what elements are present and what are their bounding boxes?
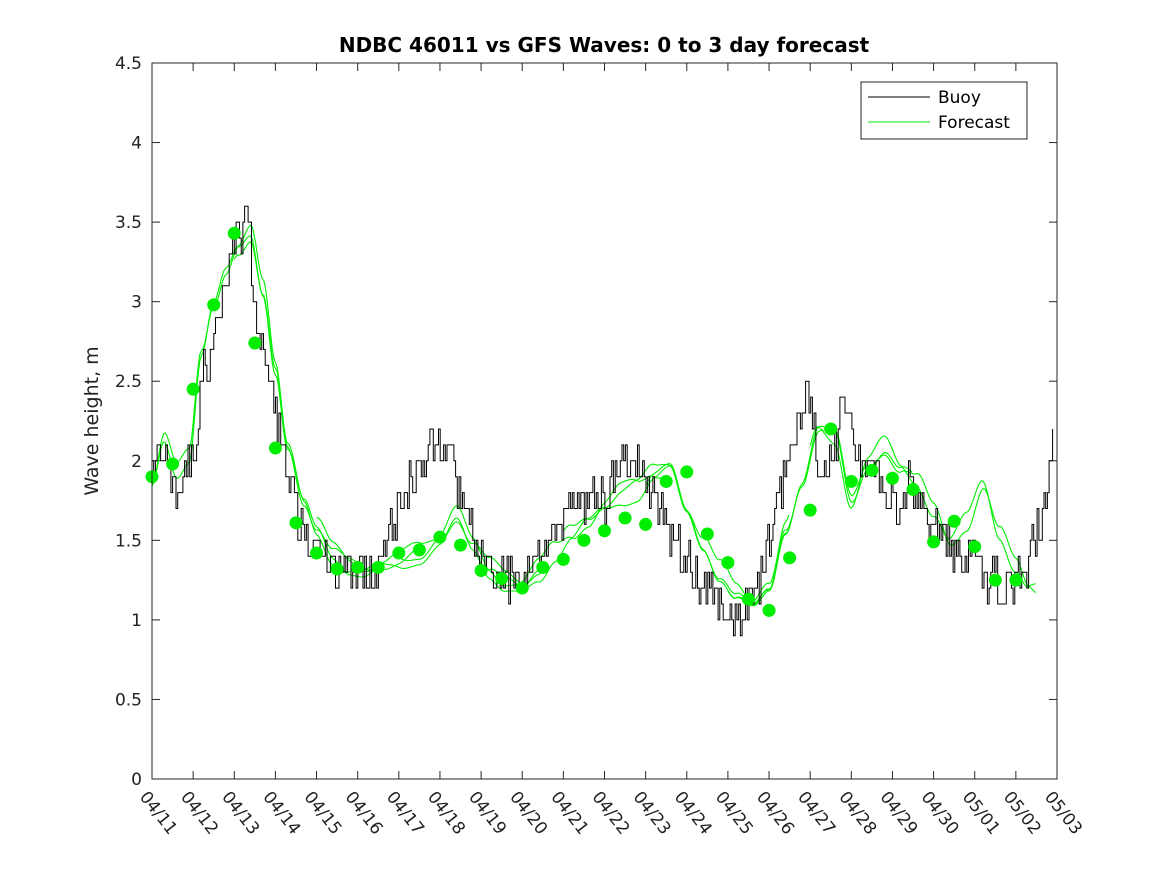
x-tick-label: 04/16 — [341, 788, 387, 839]
forecast-dot — [803, 503, 817, 517]
x-tick-label: 04/17 — [382, 788, 428, 839]
x-tick-label: 04/25 — [711, 788, 757, 839]
x-tick-label: 04/18 — [423, 788, 469, 839]
plot-frame — [151, 62, 1058, 780]
forecast-dot — [556, 552, 570, 566]
buoy-line — [152, 205, 1054, 637]
forecast-dot — [330, 562, 344, 576]
forecast-dot — [474, 564, 488, 578]
forecast-dot — [844, 474, 858, 488]
x-tick-label: 04/15 — [300, 788, 346, 839]
x-tick-label: 05/02 — [999, 788, 1045, 839]
buoy-series — [152, 205, 1054, 637]
forecast-dot — [351, 560, 365, 574]
x-tick-label: 04/12 — [176, 788, 222, 839]
legend-box — [860, 81, 1028, 140]
forecast-dot — [536, 560, 550, 574]
y-axis-label: Wave height, m — [81, 346, 103, 495]
forecast-dot — [947, 514, 961, 528]
forecast-dot — [207, 298, 221, 312]
x-tick-label: 04/22 — [588, 788, 634, 839]
forecast-dot — [186, 382, 200, 396]
forecast-dot — [721, 556, 735, 570]
forecast-dot — [289, 516, 303, 530]
x-tick-label: 05/03 — [1040, 788, 1086, 839]
forecast-dot — [762, 603, 776, 617]
y-tick-label: 0.5 — [115, 690, 142, 710]
x-tick-label: 04/24 — [670, 788, 716, 839]
forecast-dot — [927, 535, 941, 549]
y-tick-label: 4 — [131, 134, 142, 154]
x-tick-label: 05/01 — [958, 788, 1004, 839]
forecast-dot — [988, 573, 1002, 587]
x-tick-label: 04/21 — [546, 788, 592, 839]
forecast-dot — [412, 543, 426, 557]
y-tick-labels: 0 0.5 1 1.5 2 2.5 3 3.5 4 4.5 — [115, 54, 142, 790]
forecast-dot — [598, 524, 611, 538]
forecast-dot — [824, 422, 838, 436]
forecast-line — [562, 463, 790, 607]
forecast-dot — [968, 540, 982, 554]
x-tick-label: 04/28 — [834, 788, 880, 839]
forecast-dot — [741, 592, 755, 606]
forecast-dot — [392, 546, 406, 560]
legend-forecast-label: Forecast — [938, 113, 1010, 133]
forecast-dot — [700, 527, 714, 541]
y-tick-label: 0 — [131, 770, 142, 790]
y-tick-label: 1.5 — [115, 531, 142, 551]
forecast-dot — [371, 560, 385, 574]
y-tick-label: 2.5 — [115, 372, 142, 392]
forecast-line — [398, 475, 666, 587]
forecast-dot — [659, 474, 673, 488]
forecast-dot — [248, 336, 262, 350]
legend-buoy-label: Buoy — [938, 88, 981, 108]
forecast-series — [151, 224, 1037, 607]
forecast-dot — [885, 471, 899, 485]
y-tick-label: 2 — [131, 452, 142, 472]
forecast-line — [233, 241, 543, 592]
forecast-dot — [906, 482, 920, 496]
x-tick-label: 04/20 — [505, 788, 551, 839]
x-tick-label: 04/19 — [464, 788, 510, 839]
forecast-dot — [865, 463, 879, 477]
forecast-dot — [577, 533, 591, 547]
forecast-line — [727, 429, 1037, 603]
forecast-dot — [166, 457, 180, 471]
x-tick-label: 04/29 — [876, 788, 922, 839]
forecast-dot — [310, 546, 324, 560]
y-tick-label: 4.5 — [115, 54, 142, 74]
forecast-dot — [783, 551, 797, 565]
forecast-dot — [495, 572, 509, 586]
forecast-line — [809, 426, 1036, 588]
forecast-dot — [639, 517, 653, 531]
y-tick-label: 3.5 — [115, 213, 142, 233]
y-tick-label: 3 — [131, 293, 142, 313]
x-tick-label: 04/13 — [217, 788, 263, 839]
y-tick-label: 1 — [131, 611, 142, 631]
x-tick-label: 04/23 — [629, 788, 675, 839]
x-tick-labels: 04/1104/1204/1304/1404/1504/1604/1704/18… — [135, 788, 1086, 839]
x-tick-label: 04/11 — [135, 788, 181, 839]
forecast-dot — [515, 581, 529, 595]
forecast-line — [151, 235, 378, 578]
x-tick-label: 04/30 — [917, 788, 963, 839]
forecast-dot — [227, 226, 241, 240]
legend: Buoy Forecast — [860, 81, 1028, 140]
axis-ticks — [151, 62, 1058, 780]
x-tick-label: 04/14 — [258, 788, 304, 839]
forecast-dot — [454, 538, 468, 552]
forecast-dots — [145, 226, 1023, 617]
forecast-line — [151, 224, 419, 571]
forecast-dot — [268, 441, 282, 455]
forecast-dot — [1009, 573, 1023, 587]
forecast-dot — [433, 530, 447, 544]
x-tick-label: 04/27 — [793, 788, 839, 839]
chart-title: NDBC 46011 vs GFS Waves: 0 to 3 day fore… — [339, 33, 870, 57]
forecast-dot — [680, 465, 694, 479]
forecast-dot — [618, 511, 632, 525]
x-tick-label: 04/26 — [752, 788, 798, 839]
